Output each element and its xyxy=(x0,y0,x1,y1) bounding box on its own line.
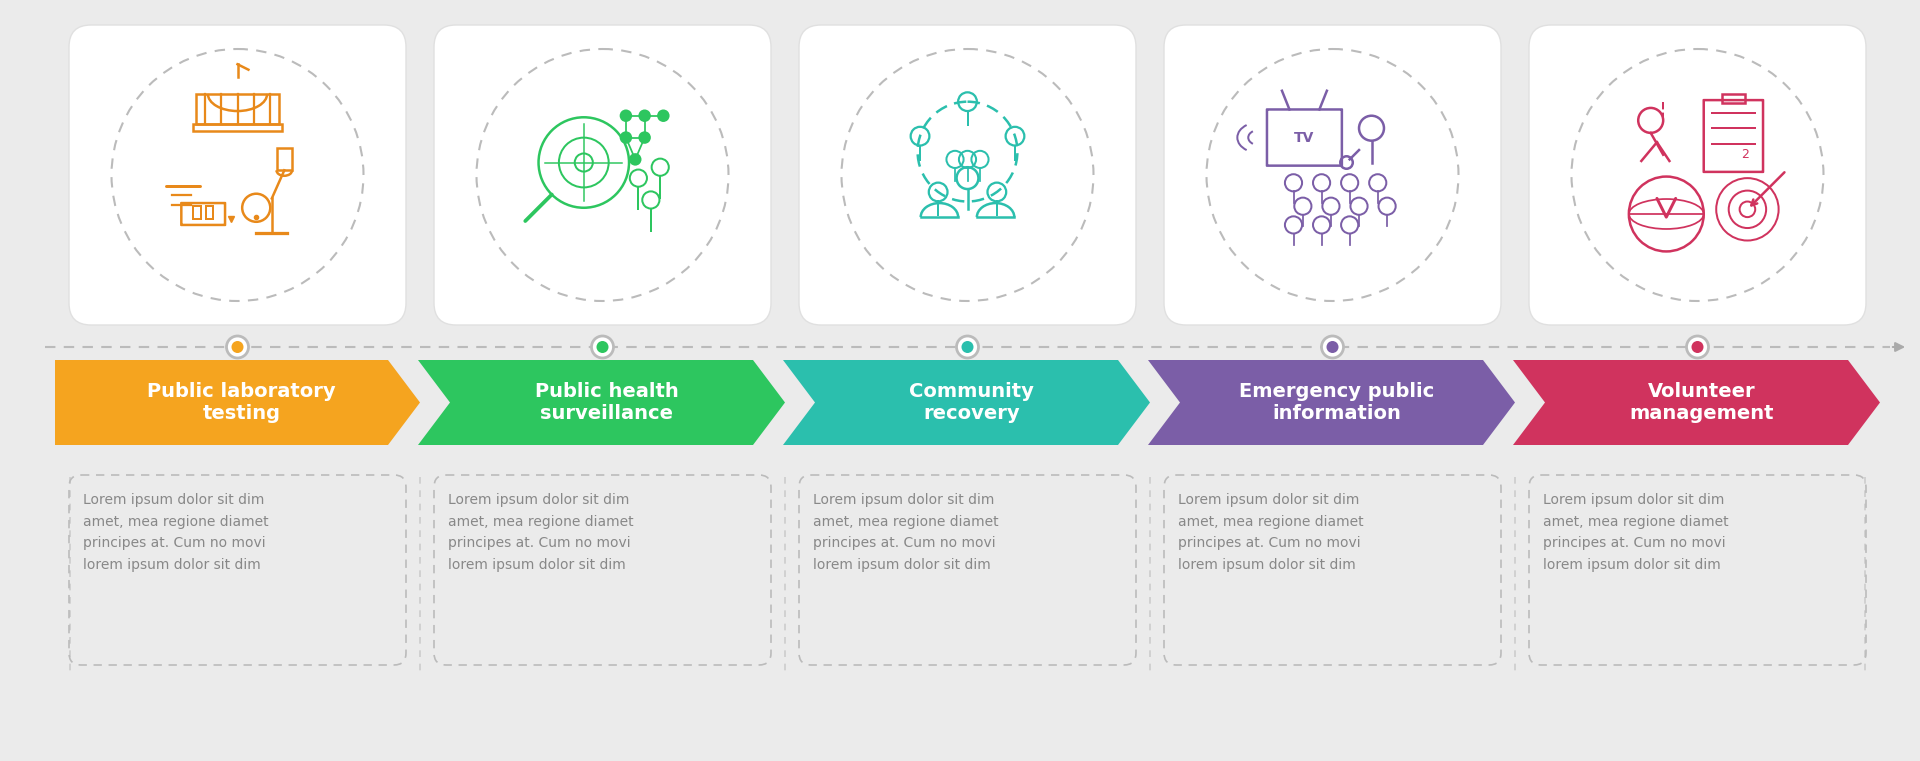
Text: 2: 2 xyxy=(1741,148,1749,161)
Circle shape xyxy=(962,341,973,353)
Bar xyxy=(1722,94,1745,103)
FancyBboxPatch shape xyxy=(434,25,772,325)
Polygon shape xyxy=(1148,360,1515,445)
Circle shape xyxy=(1692,341,1703,353)
Circle shape xyxy=(956,336,979,358)
Text: Public health
surveillance: Public health surveillance xyxy=(534,382,678,423)
Text: Volunteer
management: Volunteer management xyxy=(1630,382,1774,423)
Circle shape xyxy=(591,336,614,358)
Polygon shape xyxy=(783,360,1150,445)
Circle shape xyxy=(1686,336,1709,358)
Circle shape xyxy=(630,153,641,166)
FancyBboxPatch shape xyxy=(69,25,405,325)
FancyBboxPatch shape xyxy=(799,25,1137,325)
Circle shape xyxy=(1321,336,1344,358)
Bar xyxy=(196,94,278,125)
Bar xyxy=(192,125,282,131)
Text: Lorem ipsum dolor sit dim
amet, mea regione diamet
principes at. Cum no movi
lor: Lorem ipsum dolor sit dim amet, mea regi… xyxy=(447,493,634,572)
Text: Lorem ipsum dolor sit dim
amet, mea regione diamet
principes at. Cum no movi
lor: Lorem ipsum dolor sit dim amet, mea regi… xyxy=(812,493,998,572)
Bar xyxy=(194,206,202,218)
FancyBboxPatch shape xyxy=(1528,25,1866,325)
Text: TV: TV xyxy=(1294,131,1315,145)
Circle shape xyxy=(597,341,609,353)
FancyBboxPatch shape xyxy=(1164,25,1501,325)
Circle shape xyxy=(637,110,651,122)
Text: Community
recovery: Community recovery xyxy=(908,382,1035,423)
Circle shape xyxy=(227,336,248,358)
Text: Public laboratory
testing: Public laboratory testing xyxy=(148,382,336,423)
Circle shape xyxy=(1327,341,1338,353)
Text: Lorem ipsum dolor sit dim
amet, mea regione diamet
principes at. Cum no movi
lor: Lorem ipsum dolor sit dim amet, mea regi… xyxy=(1544,493,1728,572)
Circle shape xyxy=(657,110,670,122)
Circle shape xyxy=(620,132,632,144)
Text: Lorem ipsum dolor sit dim
amet, mea regione diamet
principes at. Cum no movi
lor: Lorem ipsum dolor sit dim amet, mea regi… xyxy=(1179,493,1363,572)
Bar xyxy=(205,206,213,218)
Circle shape xyxy=(620,110,632,122)
Polygon shape xyxy=(419,360,785,445)
Polygon shape xyxy=(1513,360,1880,445)
Text: Lorem ipsum dolor sit dim
amet, mea regione diamet
principes at. Cum no movi
lor: Lorem ipsum dolor sit dim amet, mea regi… xyxy=(83,493,269,572)
Polygon shape xyxy=(56,360,420,445)
Text: Emergency public
information: Emergency public information xyxy=(1238,382,1434,423)
Circle shape xyxy=(637,132,651,144)
Bar xyxy=(276,148,292,170)
Circle shape xyxy=(232,341,244,353)
